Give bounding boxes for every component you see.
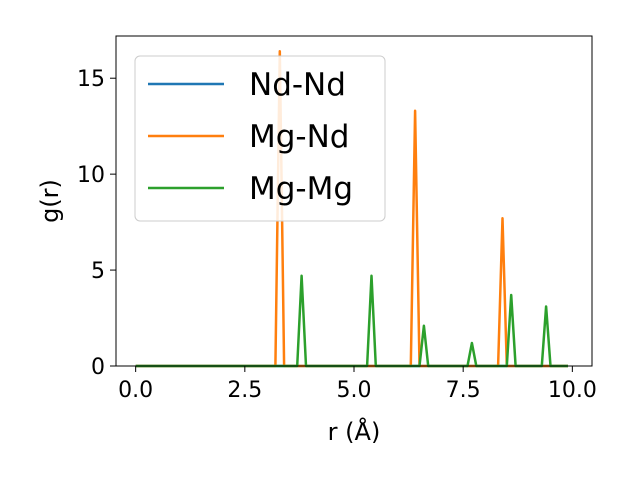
legend-box bbox=[134, 55, 386, 222]
y-tick-label: 0 bbox=[91, 355, 105, 380]
y-tick-label: 10 bbox=[77, 163, 105, 188]
y-axis-ticks: 0 5 10 15 bbox=[77, 67, 116, 380]
legend-label-2: Mg-Mg bbox=[249, 171, 353, 207]
legend-label-1: Mg-Nd bbox=[249, 119, 349, 155]
legend: Nd-Nd Mg-Nd Mg-Mg bbox=[134, 55, 386, 222]
x-tick-label: 5.0 bbox=[337, 378, 372, 403]
x-tick-label: 0.0 bbox=[118, 378, 153, 403]
legend-label-0: Nd-Nd bbox=[249, 67, 346, 103]
x-tick-label: 10.0 bbox=[548, 378, 597, 403]
x-tick-label: 7.5 bbox=[446, 378, 481, 403]
x-tick-label: 2.5 bbox=[227, 378, 262, 403]
y-axis-label: g(r) bbox=[36, 179, 64, 223]
x-axis-ticks: 0.0 2.5 5.0 7.5 10.0 bbox=[118, 366, 597, 403]
x-axis-label: r (Å) bbox=[328, 417, 381, 446]
y-tick-label: 15 bbox=[77, 67, 105, 92]
y-tick-label: 5 bbox=[91, 259, 105, 284]
